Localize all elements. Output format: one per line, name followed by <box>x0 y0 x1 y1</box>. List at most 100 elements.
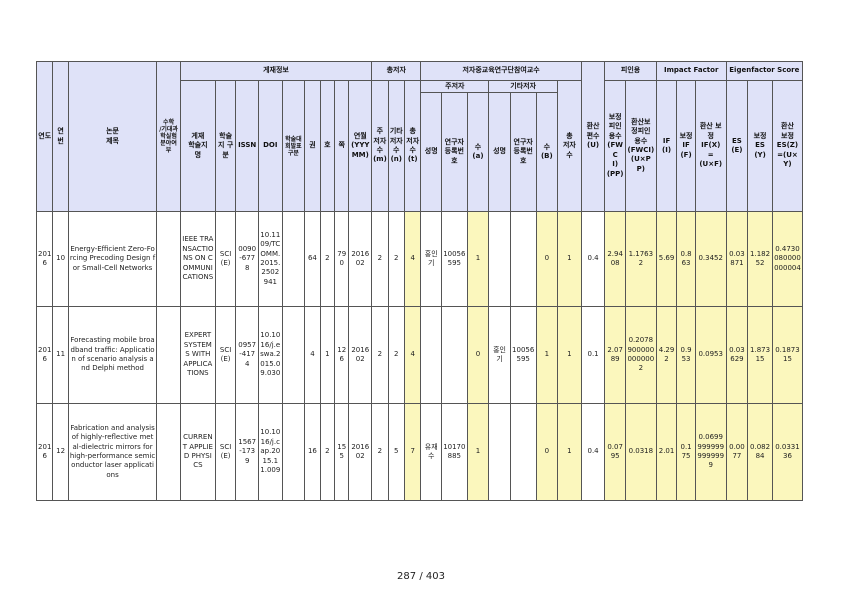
cell-other-reg <box>509 211 537 307</box>
header-title: 논문 제목 <box>67 61 158 212</box>
cell-if-adjusted: 0.863 <box>676 211 696 307</box>
header-main-name: 성명 <box>420 92 442 212</box>
cell-main-author-count: 2 <box>371 403 389 501</box>
cell-journal: EXPERT SYSTEMS WITH APPLICATIONS <box>179 306 216 404</box>
cell-volume: 4 <box>304 306 321 404</box>
header-page: 쪽 <box>334 80 350 212</box>
header-if: IF (I) <box>655 80 678 212</box>
cell-if-adjusted: 0.175 <box>676 403 696 501</box>
header-journal-type: 학술 지 구 분 <box>214 80 237 212</box>
header-if-converted: 환산 보정 IF(X) = (U×F) <box>694 80 727 212</box>
table-row: 2016 10 Energy-Efficient Zero-Forcing Pr… <box>35 211 804 307</box>
cell-issue: 2 <box>319 403 336 501</box>
cell-other-count: 0 <box>535 403 559 501</box>
cell-journal-type: SCI(E) <box>214 306 237 404</box>
header-total-participants: 총 저자 수 <box>557 80 582 212</box>
cell-main-author-count: 2 <box>371 211 389 307</box>
cell-other-author-count: 2 <box>387 211 405 307</box>
cell-title: Forecasting mobile broadband traffic: Ap… <box>67 306 158 404</box>
cell-fwci-converted: 0.20789000000000002 <box>624 306 657 404</box>
header-other-count: 수 (B) <box>535 92 559 212</box>
paper-table: 연도 연번 논문 제목 수학 /기대과 학실험 분야여 부 게재정보 총저자 저… <box>35 61 804 501</box>
cell-main-count: 0 <box>466 306 490 404</box>
cell-journal-type: SCI(E) <box>214 403 237 501</box>
cell-main-name: 홍인기 <box>420 211 442 307</box>
cell-total-participants: 1 <box>557 403 582 501</box>
table-row: 2016 12 Fabrication and analysis of high… <box>35 403 804 501</box>
cell-score: 0.1 <box>580 306 606 404</box>
cell-if-converted: 0.0953 <box>694 306 727 404</box>
cell-if-adjusted: 0.953 <box>676 306 696 404</box>
cell-fwci-converted: 1.17632 <box>624 211 657 307</box>
cell-other-count: 0 <box>535 211 559 307</box>
cell-page: 790 <box>334 211 350 307</box>
cell-other-reg: 10056595 <box>509 306 537 404</box>
cell-year: 2016 <box>35 403 54 501</box>
cell-year-month: 201602 <box>348 211 373 307</box>
cell-fwci: 0.0795 <box>604 403 626 501</box>
cell-main-reg: 10170885 <box>440 403 468 501</box>
cell-es: 0.03871 <box>725 211 749 307</box>
cell-fwci: 2.9408 <box>604 211 626 307</box>
header-other-name: 성명 <box>488 92 511 212</box>
table-row: 2016 11 Forecasting mobile broadband tra… <box>35 306 804 404</box>
cell-score: 0.4 <box>580 211 606 307</box>
header-doi: DOI <box>257 80 283 212</box>
cell-main-count: 1 <box>466 211 490 307</box>
cell-year: 2016 <box>35 211 54 307</box>
cell-total-participants: 1 <box>557 306 582 404</box>
cell-other-author-count: 2 <box>387 306 405 404</box>
cell-total-author-count: 7 <box>403 403 422 501</box>
cell-math-flag <box>156 403 181 501</box>
cell-volume: 16 <box>304 403 321 501</box>
header-year-month: 연월 (YYY MM) <box>348 80 373 212</box>
cell-year: 2016 <box>35 306 54 404</box>
cell-main-reg <box>440 306 468 404</box>
cell-es-adjusted: 0.08284 <box>747 403 773 501</box>
cell-journal-type: SCI(E) <box>214 211 237 307</box>
cell-total-author-count: 4 <box>403 306 422 404</box>
cell-es-adjusted: 1.87315 <box>747 306 773 404</box>
cell-page: 126 <box>334 306 350 404</box>
cell-no: 11 <box>52 306 69 404</box>
cell-no: 10 <box>52 211 69 307</box>
header-other-reg: 연구자 등록번 호 <box>509 92 537 212</box>
cell-fwci: 2.0789 <box>604 306 626 404</box>
header-group-participants: 저자중교육연구단참여교수 <box>420 61 582 81</box>
cell-if: 2.01 <box>655 403 678 501</box>
cell-page: 155 <box>334 403 350 501</box>
cell-doi: 10.1016/j.eswa.2015.09.030 <box>257 306 283 404</box>
cell-score: 0.4 <box>580 403 606 501</box>
header-journal: 게재 학술지 명 <box>179 80 216 212</box>
cell-if-converted: 0.3452 <box>694 211 727 307</box>
cell-es: 0.0077 <box>725 403 749 501</box>
header-es-converted: 환산 보정 ES(Z) =(U×Y) <box>771 80 804 212</box>
header-score: 환산 편수 (U) <box>580 61 606 212</box>
cell-issn: 1567-1739 <box>235 403 259 501</box>
cell-other-reg <box>509 403 537 501</box>
header-es: ES (E) <box>725 80 749 212</box>
cell-other-author-count: 5 <box>387 403 405 501</box>
header-fwci: 보정 피인 용수 (FWC I) (PP) <box>604 80 626 212</box>
cell-if: 4.292 <box>655 306 678 404</box>
cell-math-flag <box>156 211 181 307</box>
header-fwci-converted: 환산보 정피인 용수 (FWCI) (U×PP) <box>624 80 657 212</box>
header-issn: ISSN <box>235 80 259 212</box>
header-main-count: 수 (a) <box>466 92 490 212</box>
header-year: 연도 <box>35 61 54 212</box>
header-group-authors: 총저자 <box>371 61 422 81</box>
cell-year-month: 201602 <box>348 306 373 404</box>
cell-es-converted: 0.4730080000000004 <box>771 211 804 307</box>
cell-other-name: 홍인기 <box>488 306 511 404</box>
cell-es-converted: 0.187315 <box>771 306 804 404</box>
cell-other-name <box>488 211 511 307</box>
header-math-flag: 수학 /기대과 학실험 분야여 부 <box>156 61 181 212</box>
header-kci: 학술대 회발표 구분 <box>281 80 306 212</box>
cell-fwci-converted: 0.0318 <box>624 403 657 501</box>
cell-kci <box>281 211 306 307</box>
cell-main-name <box>420 306 442 404</box>
cell-volume: 64 <box>304 211 321 307</box>
cell-other-name <box>488 403 511 501</box>
cell-total-participants: 1 <box>557 211 582 307</box>
cell-es-adjusted: 1.18252 <box>747 211 773 307</box>
